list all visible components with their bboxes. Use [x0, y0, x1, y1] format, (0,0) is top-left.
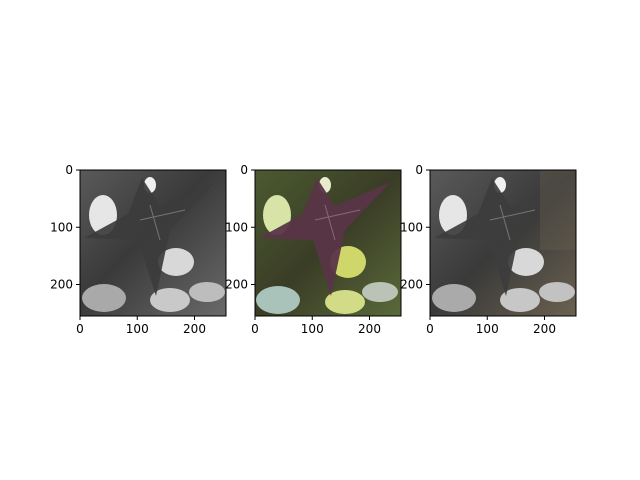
- x-tick-label-center-0: 0: [251, 322, 259, 336]
- y-tick-label-center-0: 0: [240, 163, 248, 177]
- y-tick-label-right-0: 0: [415, 163, 423, 177]
- y-tick-label-right-1: 100: [400, 220, 423, 234]
- y-tick-label-center-2: 200: [225, 278, 248, 292]
- x-tick-label-left-1: 100: [126, 322, 149, 336]
- x-tick-label-right-2: 200: [533, 322, 556, 336]
- ticks-left: 0 100 200 0 100 200: [50, 163, 206, 336]
- image-left-content: [82, 177, 225, 312]
- x-tick-label-right-1: 100: [476, 322, 499, 336]
- y-tick-label-left-1: 100: [50, 220, 73, 234]
- ticks-right: 0 100 200 0 100 200: [400, 163, 556, 336]
- image-panel-left: 0 100 200 0 100 200: [50, 163, 227, 336]
- x-tick-label-left-0: 0: [76, 322, 84, 336]
- image-right-content: [432, 170, 576, 312]
- image-panel-right: 0 100 200 0 100 200: [400, 163, 577, 336]
- x-tick-label-center-1: 100: [301, 322, 324, 336]
- x-tick-label-left-2: 200: [183, 322, 206, 336]
- y-tick-label-center-1: 100: [225, 220, 248, 234]
- x-tick-label-right-0: 0: [426, 322, 434, 336]
- x-tick-label-center-2: 200: [358, 322, 381, 336]
- axes-frame-right: [429, 169, 577, 317]
- image-panel-center: 0 100 200 0 100 200: [225, 163, 402, 336]
- axes-frame-center: [254, 169, 402, 317]
- y-tick-label-left-0: 0: [65, 163, 73, 177]
- axes-frame-left: [79, 169, 227, 317]
- ticks-center: 0 100 200 0 100 200: [225, 163, 381, 336]
- y-tick-label-left-2: 200: [50, 278, 73, 292]
- image-center-content: [256, 177, 398, 314]
- y-tick-label-right-2: 200: [400, 278, 423, 292]
